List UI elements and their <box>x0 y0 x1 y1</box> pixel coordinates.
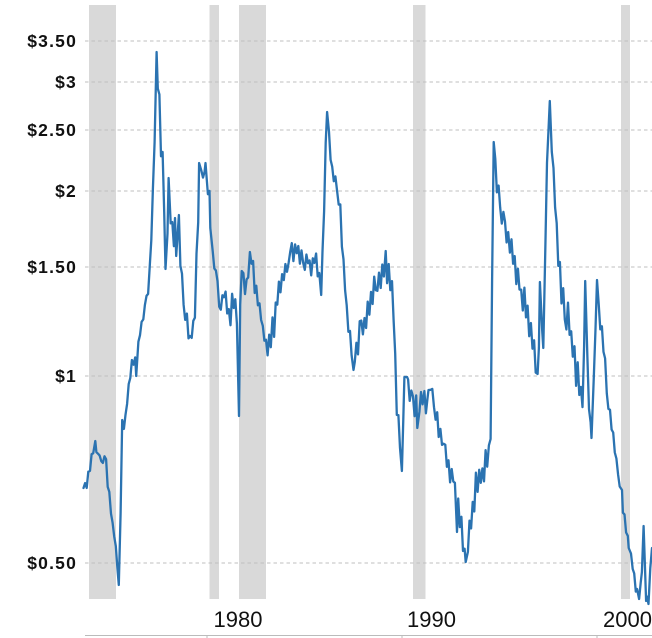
svg-text:$2.50: $2.50 <box>27 120 77 140</box>
svg-text:$2: $2 <box>55 181 77 201</box>
svg-text:$3: $3 <box>55 72 77 92</box>
svg-text:2000: 2000 <box>603 607 652 632</box>
svg-text:$3.50: $3.50 <box>27 31 77 51</box>
svg-text:1990: 1990 <box>407 607 456 632</box>
svg-text:$1.50: $1.50 <box>27 257 77 277</box>
svg-text:1980: 1980 <box>214 607 263 632</box>
svg-text:$0.50: $0.50 <box>27 553 77 573</box>
svg-text:$1: $1 <box>55 366 77 386</box>
